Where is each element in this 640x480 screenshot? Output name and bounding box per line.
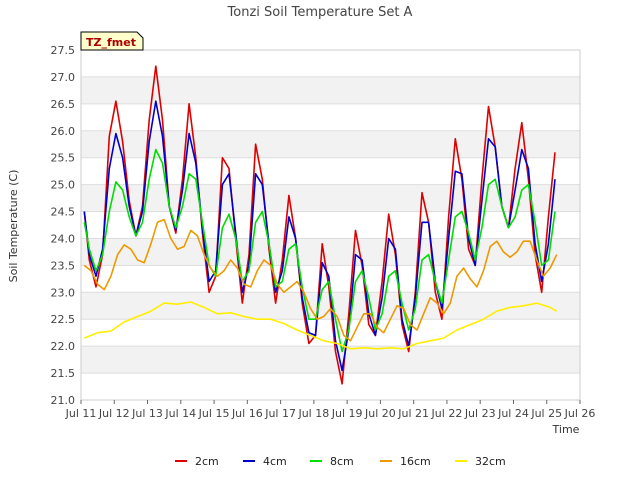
- plot-frame: [80, 49, 581, 401]
- x-tick-label: Jul 22: [431, 407, 463, 420]
- series-lines: [83, 65, 558, 385]
- y-tick-label: 25.5: [51, 152, 76, 165]
- x-tick-label: Jul 14: [164, 407, 196, 420]
- series-line-8cm: [83, 148, 556, 353]
- y-tick-label: 27.5: [51, 44, 76, 57]
- x-tick-label: Jul 15: [198, 407, 230, 420]
- x-tick-label: Jul 20: [364, 407, 396, 420]
- site-badge-label: TZ_fmet: [86, 36, 136, 49]
- series-line-16cm: [83, 218, 558, 342]
- x-tick-label: Jul 25: [530, 407, 562, 420]
- x-tick-label: Jul 18: [297, 407, 329, 420]
- y-tick-label: 22.0: [51, 340, 76, 353]
- x-axis-ticks: Jul 11 Jul 12 Jul 13 Jul 14 Jul 15 Jul 16 Jul …: [65, 400, 596, 420]
- y-tick-label: 26.5: [51, 98, 76, 111]
- y-tick-label: 21.5: [51, 367, 76, 380]
- legend-label-32cm: 32cm: [475, 455, 506, 468]
- y-tick-label: 25.0: [51, 179, 76, 192]
- y-axis-label: Soil Temperature (C): [7, 170, 20, 283]
- x-tick-label: Jul 12: [98, 407, 130, 420]
- plot-band: [81, 184, 580, 212]
- legend-label-2cm: 2cm: [195, 455, 219, 468]
- x-tick-label: Jul 19: [331, 407, 363, 420]
- series-line-2cm: [83, 65, 556, 385]
- y-tick-label: 24.0: [51, 232, 76, 245]
- legend: 2cm 4cm 8cm 16cm 32cm: [175, 455, 506, 468]
- y-tick-label: 21.0: [51, 394, 76, 407]
- y-tick-label: 26.0: [51, 125, 76, 138]
- series-line-32cm: [83, 301, 558, 350]
- legend-label-8cm: 8cm: [330, 455, 354, 468]
- x-tick-label: Jul 13: [131, 407, 163, 420]
- y-tick-label: 22.5: [51, 313, 76, 326]
- y-tick-label: 23.0: [51, 286, 76, 299]
- x-tick-label: Jul 24: [497, 407, 529, 420]
- x-tick-label: Jul 23: [464, 407, 496, 420]
- y-axis-ticks: 21.0 21.5 22.0 22.5 23.0 23.5 24.0 24.5 25.0 25.5…: [51, 44, 76, 407]
- x-tick-label: Jul 26: [564, 407, 596, 420]
- y-tick-label: 24.5: [51, 206, 76, 219]
- site-badge: TZ_fmet: [80, 31, 144, 51]
- plot-band: [81, 130, 580, 158]
- x-tick-label: Jul 11: [65, 407, 97, 420]
- plot-band: [81, 238, 580, 266]
- x-tick-label: Jul 21: [397, 407, 429, 420]
- x-axis-label: Time: [552, 423, 580, 436]
- x-tick-label: Jul 17: [264, 407, 296, 420]
- x-tick-label: Jul 16: [231, 407, 263, 420]
- plot-band: [81, 346, 580, 374]
- plot-band: [81, 76, 580, 104]
- y-tick-label: 27.0: [51, 71, 76, 84]
- site-badge-shape: [80, 31, 144, 51]
- y-tick-label: 23.5: [51, 259, 76, 272]
- legend-label-4cm: 4cm: [263, 455, 287, 468]
- legend-label-16cm: 16cm: [400, 455, 431, 468]
- chart-title: Tonzi Soil Temperature Set A: [227, 5, 413, 20]
